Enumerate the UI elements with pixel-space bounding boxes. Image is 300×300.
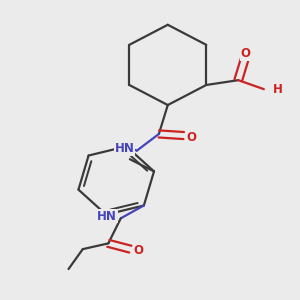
Text: O: O <box>133 244 143 257</box>
Text: HN: HN <box>97 210 117 223</box>
Text: H: H <box>272 83 282 96</box>
Text: O: O <box>241 47 251 60</box>
Text: HN: HN <box>115 142 134 155</box>
Text: O: O <box>187 131 196 144</box>
